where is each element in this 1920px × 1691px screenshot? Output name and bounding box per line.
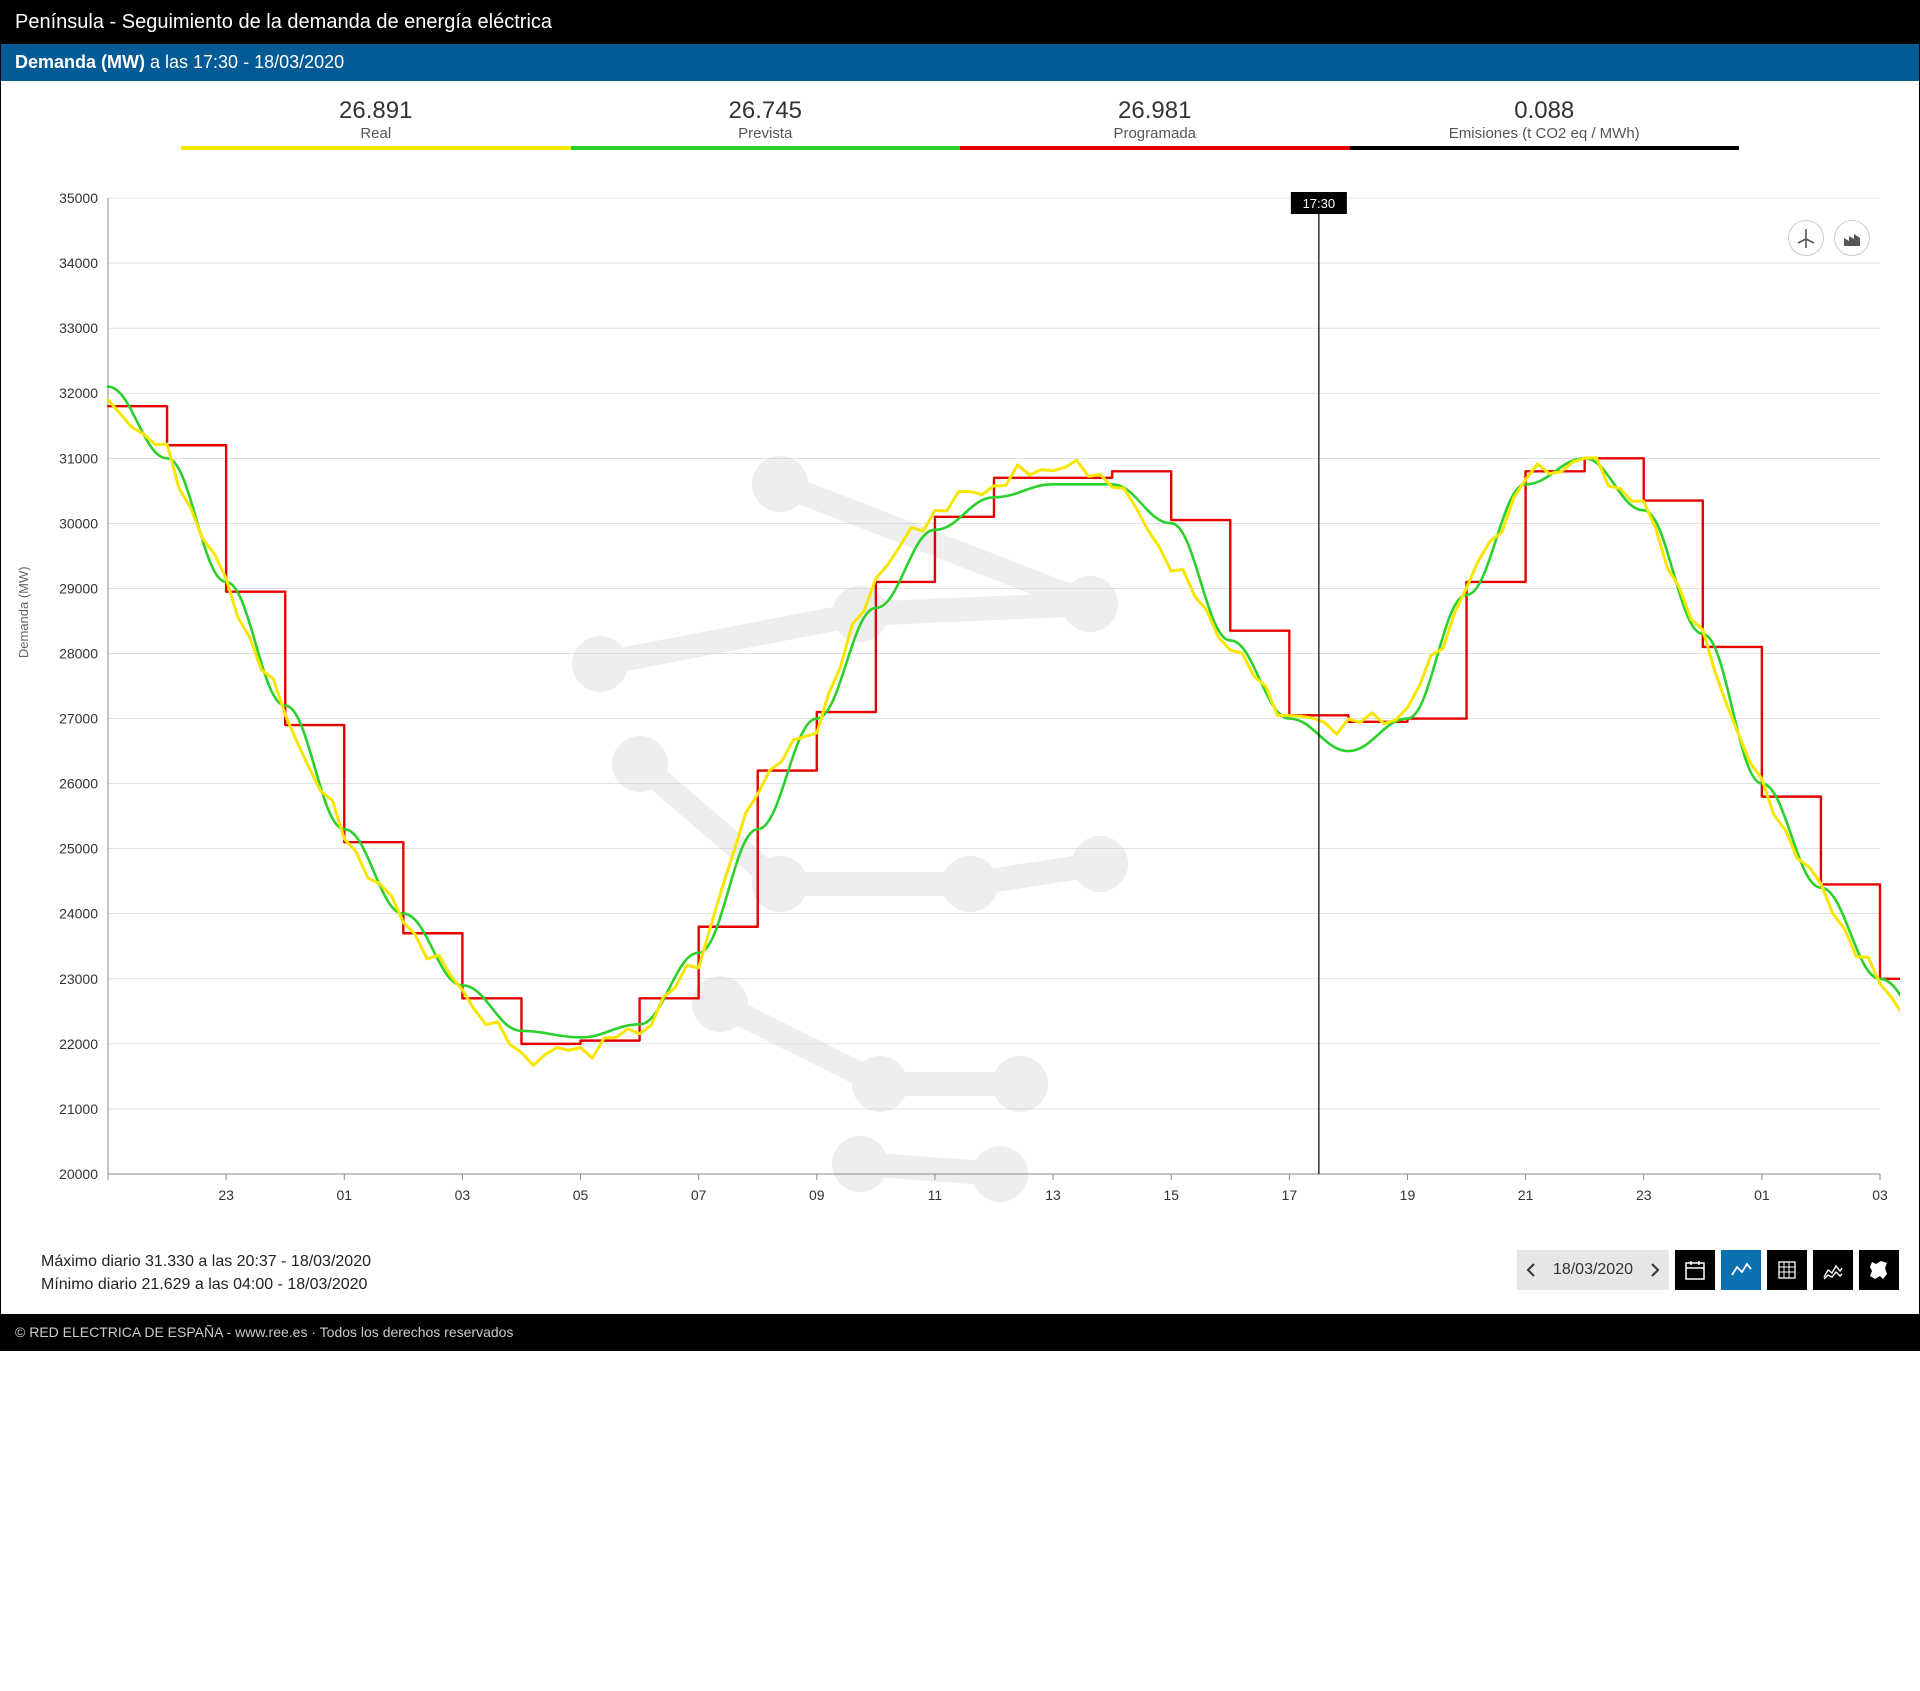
svg-text:03: 03 (1872, 1187, 1888, 1203)
daily-max: Máximo diario 31.330 a las 20:37 - 18/03… (41, 1250, 371, 1273)
legend-label: Programada (960, 125, 1350, 142)
map-button[interactable] (1859, 1250, 1899, 1290)
svg-text:21000: 21000 (59, 1101, 98, 1117)
legend-color-bar (181, 146, 571, 150)
legend-color-bar (1350, 146, 1740, 150)
svg-text:11: 11 (928, 1187, 943, 1203)
svg-text:29000: 29000 (59, 580, 98, 596)
legend-label: Real (181, 125, 571, 142)
wind-icon[interactable] (1788, 220, 1824, 256)
legend-item[interactable]: 0.088Emisiones (t CO2 eq / MWh) (1350, 97, 1740, 150)
demand-label: Demanda (MW) (15, 52, 145, 72)
svg-text:07: 07 (691, 1187, 707, 1203)
bottom-controls: 18/03/2020 (1517, 1250, 1899, 1290)
table-view-button[interactable] (1767, 1250, 1807, 1290)
svg-text:35000: 35000 (59, 190, 98, 206)
svg-text:30000: 30000 (59, 515, 98, 531)
svg-text:25000: 25000 (59, 841, 98, 857)
legend-item[interactable]: 26.981Programada (960, 97, 1350, 150)
svg-text:21: 21 (1518, 1187, 1534, 1203)
chart-area: Demanda (MW) 200002100022000230002400025… (20, 164, 1900, 1244)
legend-value: 0.088 (1350, 97, 1740, 125)
legend-value: 26.981 (960, 97, 1350, 125)
date-prev-button[interactable] (1517, 1250, 1545, 1290)
legend-item[interactable]: 26.745Prevista (571, 97, 961, 150)
stacked-view-button[interactable] (1813, 1250, 1853, 1290)
title-sep: - (104, 11, 122, 33)
y-axis-label: Demanda (MW) (16, 566, 31, 658)
svg-text:15: 15 (1163, 1187, 1179, 1203)
chart-view-button[interactable] (1721, 1250, 1761, 1290)
sub-bar: Demanda (MW) a las 17:30 - 18/03/2020 (1, 44, 1919, 81)
svg-text:24000: 24000 (59, 906, 98, 922)
svg-text:17:30: 17:30 (1303, 196, 1336, 211)
calendar-button[interactable] (1675, 1250, 1715, 1290)
svg-text:01: 01 (1754, 1187, 1770, 1203)
svg-text:27000: 27000 (59, 711, 98, 727)
app-frame: Península - Seguimiento de la demanda de… (0, 0, 1920, 1351)
svg-text:13: 13 (1045, 1187, 1061, 1203)
svg-text:28000: 28000 (59, 645, 98, 661)
date-value[interactable]: 18/03/2020 (1545, 1261, 1641, 1279)
svg-text:31000: 31000 (59, 450, 98, 466)
region-name: Península (15, 11, 104, 33)
bottom-row: Máximo diario 31.330 a las 20:37 - 18/03… (1, 1244, 1919, 1314)
legend-color-bar (960, 146, 1350, 150)
svg-text:34000: 34000 (59, 255, 98, 271)
svg-text:22000: 22000 (59, 1036, 98, 1052)
daily-min: Mínimo diario 21.629 a las 04:00 - 18/03… (41, 1273, 371, 1296)
svg-text:23000: 23000 (59, 971, 98, 987)
legend-label: Emisiones (t CO2 eq / MWh) (1350, 125, 1740, 142)
demand-timestamp: a las 17:30 - 18/03/2020 (145, 52, 344, 72)
date-next-button[interactable] (1641, 1250, 1669, 1290)
page-title: Seguimiento de la demanda de energía elé… (122, 11, 552, 33)
legend-label: Prevista (571, 125, 961, 142)
footer: © RED ELECTRICA DE ESPAÑA - www.ree.es ·… (1, 1314, 1919, 1350)
chart-mode-icons (1788, 220, 1870, 256)
svg-text:19: 19 (1400, 1187, 1416, 1203)
date-picker: 18/03/2020 (1517, 1250, 1669, 1290)
svg-text:20000: 20000 (59, 1166, 98, 1182)
footer-text: © RED ELECTRICA DE ESPAÑA - www.ree.es ·… (15, 1324, 513, 1340)
svg-text:03: 03 (455, 1187, 471, 1203)
legend-value: 26.745 (571, 97, 961, 125)
page-padding (0, 1351, 1920, 1691)
svg-text:17: 17 (1282, 1187, 1298, 1203)
svg-text:05: 05 (573, 1187, 589, 1203)
svg-text:32000: 32000 (59, 385, 98, 401)
svg-text:23: 23 (1636, 1187, 1652, 1203)
svg-text:23: 23 (218, 1187, 234, 1203)
legend-row: 26.891Real26.745Prevista26.981Programada… (1, 81, 1919, 156)
demand-chart[interactable]: 20000 21000 22000 23000 24000 25000 26000 27000… (20, 164, 1900, 1244)
legend-color-bar (571, 146, 961, 150)
legend-value: 26.891 (181, 97, 571, 125)
daily-extremes: Máximo diario 31.330 a las 20:37 - 18/03… (41, 1250, 371, 1296)
svg-text:09: 09 (809, 1187, 825, 1203)
legend-item[interactable]: 26.891Real (181, 97, 571, 150)
factory-icon[interactable] (1834, 220, 1870, 256)
svg-text:33000: 33000 (59, 320, 98, 336)
svg-text:01: 01 (336, 1187, 352, 1203)
title-bar: Península - Seguimiento de la demanda de… (1, 1, 1919, 44)
svg-text:26000: 26000 (59, 776, 98, 792)
